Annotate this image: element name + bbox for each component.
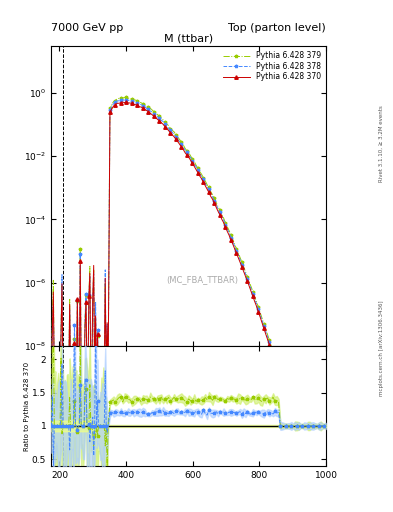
Text: Top (parton level): Top (parton level) (228, 23, 326, 33)
Text: Rivet 3.1.10, ≥ 3.2M events: Rivet 3.1.10, ≥ 3.2M events (379, 105, 384, 182)
Pythia 6.428 370 (65, 375, 70, 381)
Pythia 6.428 378 (124, 97, 129, 103)
Pythia 6.428 370 (49, 375, 54, 381)
Pythia 6.428 379 (142, 102, 147, 108)
Pythia 6.428 379 (65, 375, 70, 381)
Pythia 6.428 370 (80, 375, 84, 381)
Pythia 6.428 370 (324, 375, 329, 381)
Pythia 6.428 378 (98, 375, 103, 381)
Pythia 6.428 378 (324, 375, 329, 381)
Pythia 6.428 379 (49, 375, 54, 381)
Pythia 6.428 370 (243, 273, 248, 280)
Pythia 6.428 379 (324, 375, 329, 381)
Legend: Pythia 6.428 379, Pythia 6.428 378, Pythia 6.428 370: Pythia 6.428 379, Pythia 6.428 378, Pyth… (221, 50, 322, 83)
Pythia 6.428 378 (64, 375, 68, 381)
Text: mcplots.cern.ch [arXiv:1306.3436]: mcplots.cern.ch [arXiv:1306.3436] (379, 301, 384, 396)
Pythia 6.428 379 (243, 269, 248, 275)
Pythia 6.428 370 (98, 375, 103, 381)
Pythia 6.428 379 (124, 94, 129, 100)
Title: M (ttbar): M (ttbar) (164, 34, 213, 44)
Line: Pythia 6.428 370: Pythia 6.428 370 (50, 100, 328, 379)
Line: Pythia 6.428 378: Pythia 6.428 378 (50, 98, 328, 379)
Pythia 6.428 379 (98, 375, 103, 381)
Pythia 6.428 378 (49, 375, 54, 381)
Pythia 6.428 378 (142, 104, 147, 110)
Pythia 6.428 370 (142, 106, 147, 113)
Pythia 6.428 370 (64, 375, 68, 381)
Line: Pythia 6.428 379: Pythia 6.428 379 (50, 96, 328, 379)
Y-axis label: Ratio to Pythia 6.428 370: Ratio to Pythia 6.428 370 (24, 361, 31, 451)
Text: 7000 GeV pp: 7000 GeV pp (51, 23, 123, 33)
Pythia 6.428 378 (243, 271, 248, 277)
Pythia 6.428 379 (80, 375, 84, 381)
Pythia 6.428 370 (120, 99, 125, 105)
Pythia 6.428 378 (65, 375, 70, 381)
Text: (MC_FBA_TTBAR): (MC_FBA_TTBAR) (166, 275, 239, 285)
Pythia 6.428 378 (80, 375, 84, 381)
Pythia 6.428 379 (64, 375, 68, 381)
